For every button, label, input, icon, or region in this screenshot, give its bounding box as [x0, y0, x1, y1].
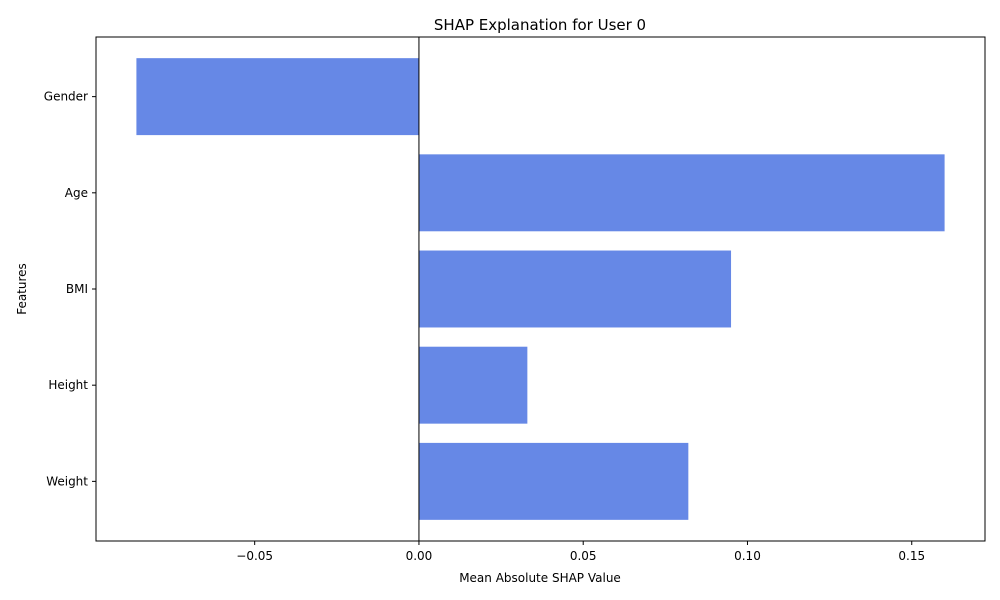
bar-weight	[418, 442, 689, 520]
x-tick-label: 0.10	[734, 549, 761, 563]
bar-gender	[136, 58, 419, 136]
x-tick-label: 0.00	[406, 549, 433, 563]
x-tick-label: −0.05	[236, 549, 273, 563]
bar-height	[418, 346, 528, 424]
y-axis-label: Features	[15, 263, 29, 315]
x-axis-ticks: −0.05 0.00 0.05 0.10 0.15	[236, 541, 925, 563]
bar-bmi	[418, 250, 732, 328]
y-tick-label-age: Age	[65, 186, 88, 200]
y-axis-ticks: Gender Age BMI Height Weight	[44, 90, 96, 488]
x-tick-label: 0.15	[898, 549, 925, 563]
bar-age	[418, 154, 945, 232]
x-tick-label: 0.05	[570, 549, 597, 563]
x-axis-label: Mean Absolute SHAP Value	[459, 571, 621, 585]
chart-title: SHAP Explanation for User 0	[434, 16, 646, 34]
y-tick-label-gender: Gender	[44, 90, 88, 104]
y-tick-label-weight: Weight	[46, 474, 88, 488]
y-tick-label-bmi: BMI	[66, 282, 88, 296]
y-tick-label-height: Height	[48, 378, 88, 392]
bars-group	[136, 58, 945, 520]
